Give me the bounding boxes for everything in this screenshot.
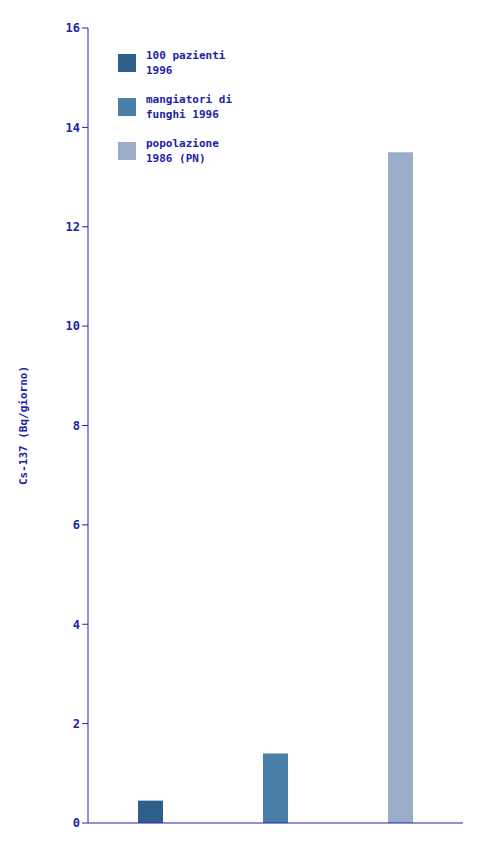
svg-text:10: 10 — [66, 319, 80, 333]
svg-text:0: 0 — [73, 816, 80, 830]
svg-text:16: 16 — [66, 21, 80, 35]
svg-text:Cs-137 (Bq/giorno): Cs-137 (Bq/giorno) — [17, 366, 30, 485]
svg-text:2: 2 — [73, 717, 80, 731]
svg-text:12: 12 — [66, 220, 80, 234]
svg-text:14: 14 — [66, 121, 80, 135]
html-text:mangiatori di funghi 1996: mangiatori di funghi 1996 — [146, 93, 233, 121]
svg-text:6: 6 — [73, 518, 80, 532]
svg-text:8: 8 — [73, 419, 80, 433]
html-text:popolazione 1986 (PN): popolazione 1986 (PN) — [146, 137, 219, 165]
svg-text:4: 4 — [73, 618, 80, 632]
html-text:100 pazienti 1996: 100 pazienti 1996 — [146, 49, 226, 77]
